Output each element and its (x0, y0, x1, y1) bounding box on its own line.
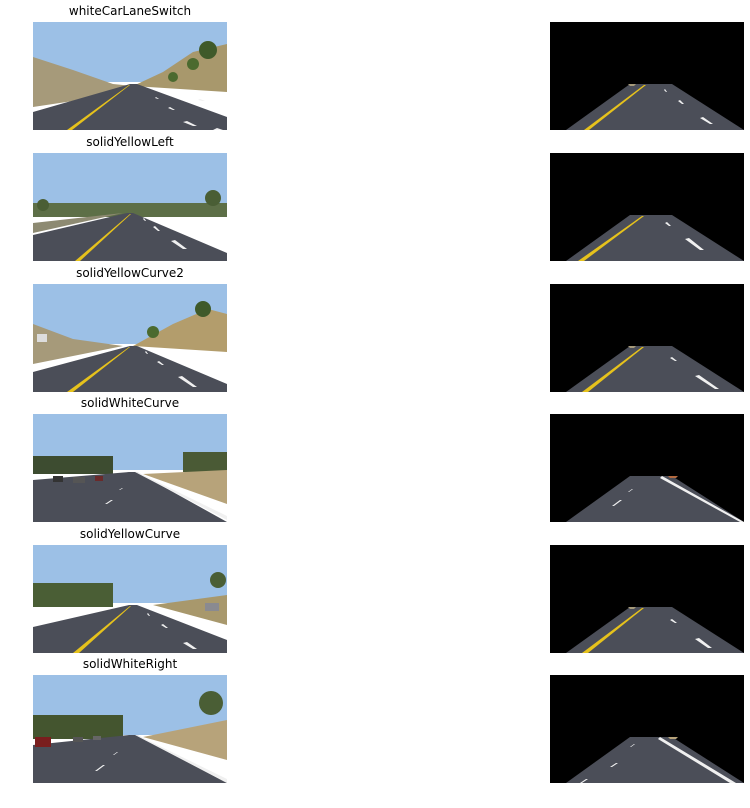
original-road-image (33, 545, 227, 653)
original-road-image (33, 284, 227, 392)
panel-row-2: solidYellowLeft (0, 131, 750, 261)
masked-road-image (550, 22, 744, 130)
panel-title: solidYellowLeft (86, 135, 174, 149)
masked-road-image (550, 153, 744, 261)
masked-road-image (550, 675, 744, 783)
panel-row-1: whiteCarLaneSwitch (0, 0, 750, 130)
panel-row-5: solidYellowCurve (0, 523, 750, 653)
masked-road-image (550, 414, 744, 522)
panel-title: whiteCarLaneSwitch (68, 4, 192, 18)
panel-title: solidYellowCurve2 (76, 266, 184, 280)
masked-road-image (550, 284, 744, 392)
panel-title: solidWhiteCurve (80, 396, 180, 410)
original-road-image (33, 22, 227, 130)
panel-title: solidWhiteRight (82, 657, 178, 671)
panel-row-3: solidYellowCurve2 (0, 262, 750, 392)
panel-row-4: solidWhiteCurve (0, 392, 750, 522)
masked-road-image (550, 545, 744, 653)
original-road-image (33, 414, 227, 522)
original-road-image (33, 675, 227, 783)
original-road-image (33, 153, 227, 261)
panel-title: solidYellowCurve (79, 527, 181, 541)
panel-row-6: solidWhiteRight (0, 653, 750, 783)
